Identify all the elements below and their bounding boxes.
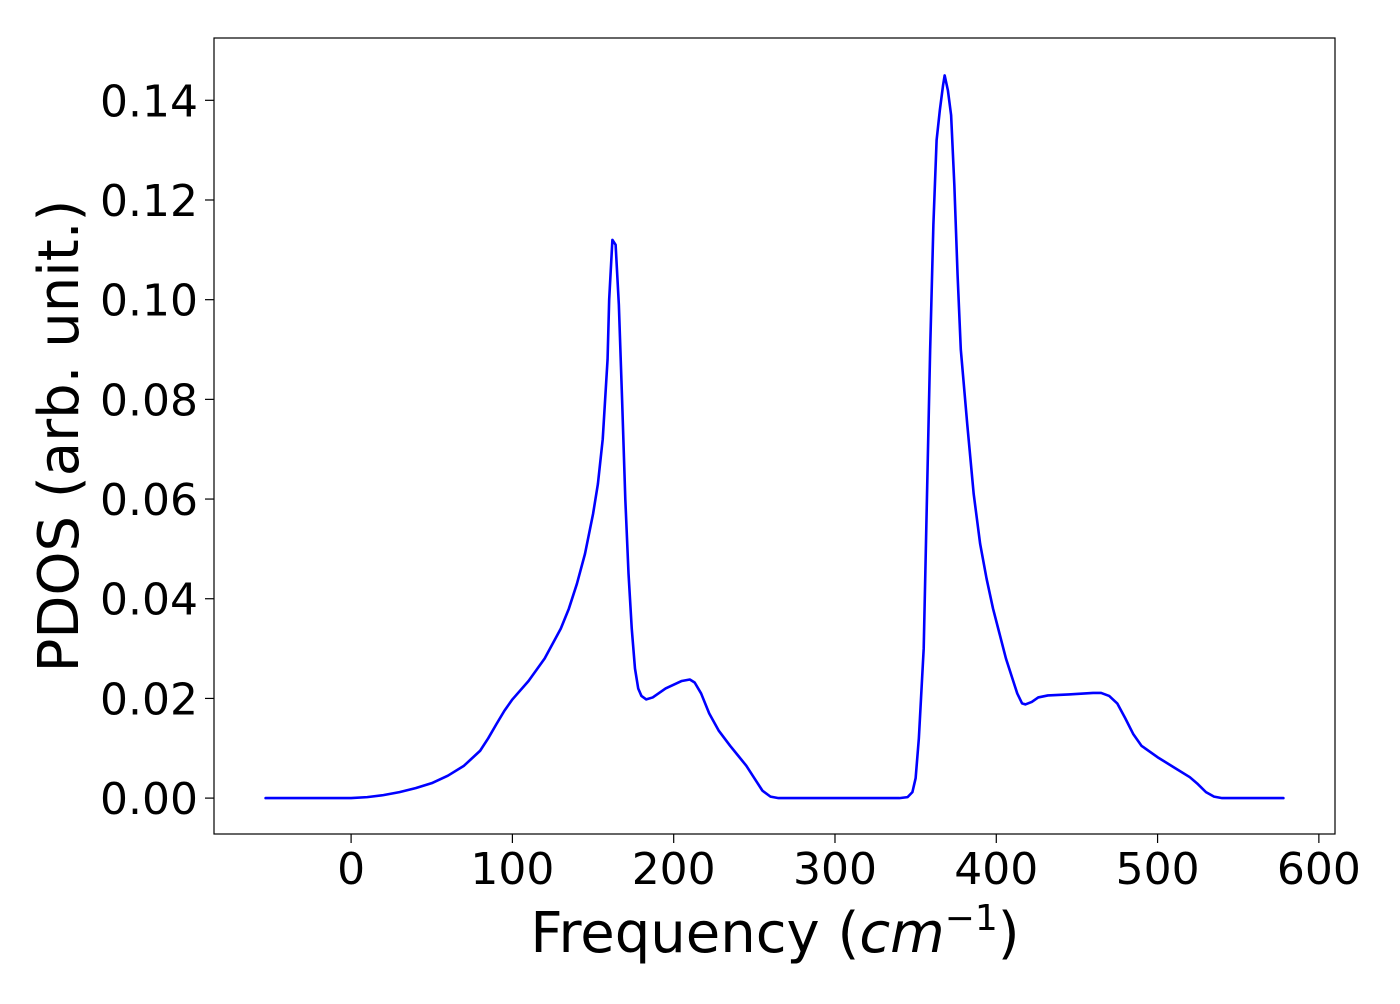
y-tick-label: 0.02	[100, 674, 198, 725]
x-tick-label: 100	[470, 844, 554, 895]
series-layer	[264, 74, 1285, 800]
x-tick-label: 300	[793, 844, 877, 895]
y-tick-label: 0.14	[100, 76, 198, 127]
x-tick-label: 0	[337, 844, 365, 895]
x-tick-label: 400	[954, 844, 1038, 895]
y-tick-label: 0.10	[100, 276, 198, 327]
x-axis-label-unit: cm	[859, 901, 944, 966]
plot-frame	[213, 37, 1336, 835]
y-axis-label: PDOS (arb. unit.)	[27, 200, 92, 673]
y-tick-label: 0.12	[100, 176, 198, 227]
x-tick-label: 600	[1277, 844, 1361, 895]
x-axis-label-text: Frequency	[530, 901, 819, 966]
x-axis: 0 100 200 300 400 500 600	[337, 834, 1361, 895]
y-tick-label: 0.06	[100, 475, 198, 526]
x-axis-label: Frequency (cm−1)	[530, 898, 1019, 966]
y-axis: 0.00 0.02 0.04 0.06 0.08 0.10 0.12 0.14	[100, 76, 214, 825]
y-tick-label: 0.00	[100, 774, 198, 825]
y-tick-label: 0.04	[100, 575, 198, 626]
x-tick-label: 200	[632, 844, 716, 895]
plot-area	[213, 37, 1336, 835]
x-tick-label: 500	[1116, 844, 1200, 895]
y-tick-label: 0.08	[100, 375, 198, 426]
series-line	[264, 74, 1285, 800]
x-axis-label-unit-exponent: −1	[945, 898, 998, 939]
